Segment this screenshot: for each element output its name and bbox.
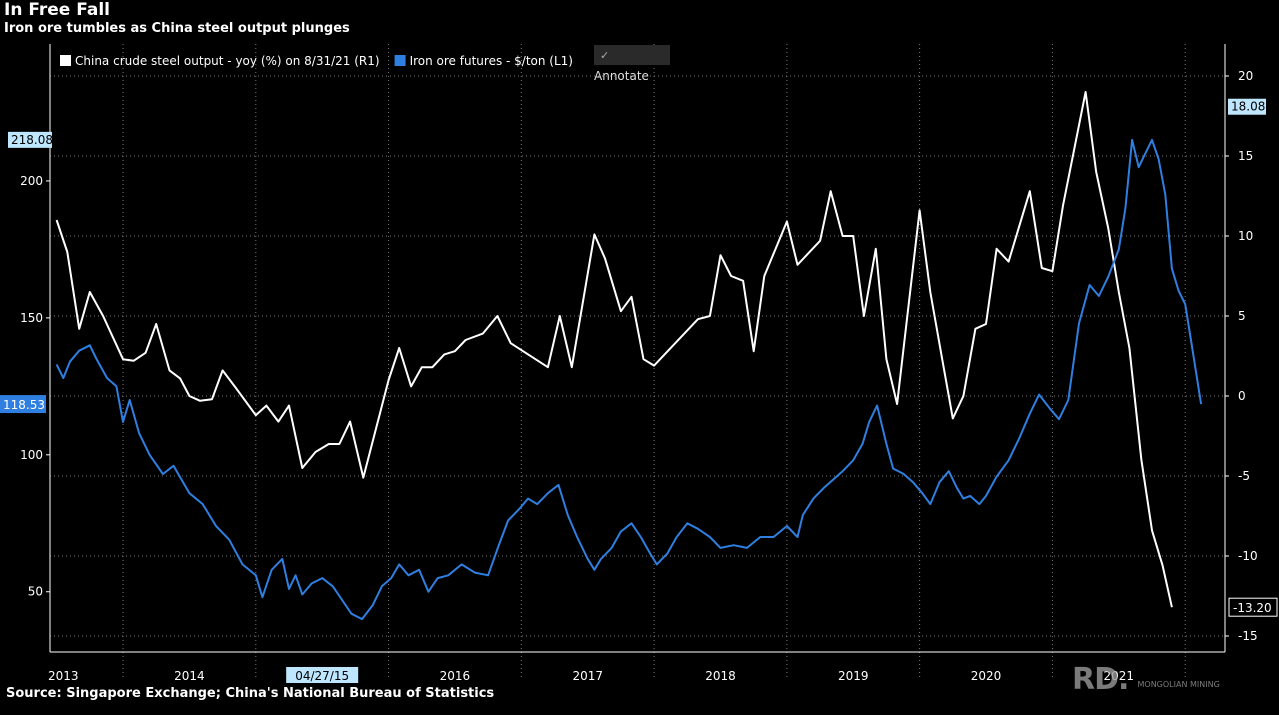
right-max-value: 18.08	[1231, 100, 1265, 114]
right-max-value-bg	[1228, 98, 1266, 115]
x-tick-label: 2014	[174, 669, 205, 683]
watermark-brand: RD.	[1072, 662, 1129, 697]
pencil-icon: ✓	[600, 49, 610, 62]
annotate-button[interactable]: ✓ Annotate	[594, 45, 670, 83]
x-tick-label: 04/27/15	[295, 669, 349, 683]
annotate-label: Annotate	[594, 69, 649, 83]
steel-output-line	[55, 91, 1173, 608]
left-tick-label: 100	[20, 448, 43, 462]
x-tick-label: 2019	[838, 669, 869, 683]
legend-label-steel: China crude steel output - yoy (%) on 8/…	[75, 54, 380, 68]
right-tick-label: 15	[1238, 149, 1253, 163]
right-tick-label: -15	[1238, 629, 1258, 643]
right-last-value-bg	[1228, 597, 1278, 617]
x-tick-label: 2018	[705, 669, 736, 683]
left-last-value-bg	[0, 395, 46, 414]
x-tick-label: 2017	[572, 669, 603, 683]
watermark-logo: RD. MONGOLIAN MINING	[1072, 662, 1220, 697]
left-last-value: 118.53	[3, 398, 45, 412]
x-tick-label: 2020	[971, 669, 1002, 683]
right-tick-label: -10	[1238, 549, 1258, 563]
chart-subtitle: Iron ore tumbles as China steel output p…	[4, 21, 350, 36]
source-note: Source: Singapore Exchange; China's Nati…	[6, 686, 495, 701]
x-cursor-label-bg	[286, 667, 359, 683]
right-tick-label: 10	[1238, 229, 1253, 243]
right-tick-label: 0	[1238, 389, 1246, 403]
watermark-tag: MONGOLIAN MINING	[1137, 680, 1220, 689]
right-last-value: -13.20	[1233, 601, 1272, 615]
right-tick-label: 5	[1238, 309, 1246, 323]
left-max-value-bg	[8, 131, 52, 148]
iron-ore-line	[55, 138, 1203, 621]
left-max-value: 218.08	[11, 133, 53, 147]
x-tick-label: 2016	[440, 669, 471, 683]
chart-title: In Free Fall	[4, 0, 110, 20]
legend-label-iron: Iron ore futures - $/ton (L1)	[410, 54, 573, 68]
right-tick-label: -5	[1238, 469, 1250, 483]
left-tick-label: 150	[20, 311, 43, 325]
x-tick-label: 2021	[1104, 669, 1135, 683]
x-tick-label: 2013	[48, 669, 79, 683]
legend-swatch-steel	[60, 55, 71, 66]
right-tick-label: 20	[1238, 69, 1253, 83]
left-tick-label: 200	[20, 174, 43, 188]
left-tick-label: 50	[28, 585, 43, 599]
legend-swatch-iron	[394, 55, 406, 66]
